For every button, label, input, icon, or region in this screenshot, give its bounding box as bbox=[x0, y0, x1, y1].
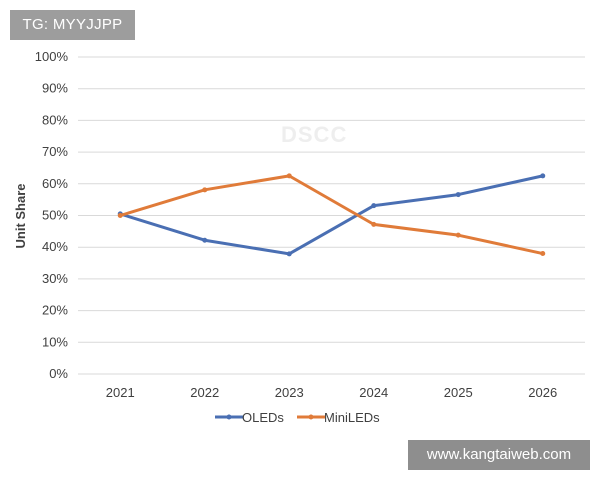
x-tick-label: 2024 bbox=[359, 385, 388, 400]
series-line-oleds bbox=[118, 174, 545, 256]
data-point bbox=[371, 203, 377, 209]
data-point bbox=[202, 187, 208, 193]
y-tick-label: 60% bbox=[42, 176, 68, 191]
y-tick-label: 100% bbox=[35, 49, 69, 64]
y-tick-label: 70% bbox=[42, 144, 68, 159]
y-tick-labels: 0% 10% 20% 30% 40% 50% 60% 70% 80% 90% 100% bbox=[35, 49, 69, 381]
x-tick-label: 2021 bbox=[106, 385, 135, 400]
y-tick-label: 10% bbox=[42, 334, 68, 349]
legend-marker bbox=[226, 414, 232, 420]
legend: OLEDs MiniLEDs bbox=[215, 410, 380, 425]
x-tick-labels: 2021 2022 2023 2024 2025 2026 bbox=[106, 385, 557, 400]
website-badge: www.kangtaiweb.com bbox=[408, 440, 590, 470]
y-tick-label: 20% bbox=[42, 303, 68, 318]
data-point bbox=[455, 192, 461, 198]
dscc-watermark: DSCC bbox=[281, 122, 348, 147]
x-tick-label: 2023 bbox=[275, 385, 304, 400]
y-tick-label: 90% bbox=[42, 81, 68, 96]
tg-badge: TG: MYYJJPP bbox=[10, 10, 135, 40]
x-tick-label: 2025 bbox=[444, 385, 473, 400]
data-point bbox=[540, 173, 546, 179]
data-point bbox=[540, 251, 546, 257]
series-lines bbox=[117, 173, 546, 257]
x-tick-label: 2026 bbox=[528, 385, 557, 400]
y-tick-label: 30% bbox=[42, 271, 68, 286]
data-point bbox=[371, 221, 377, 227]
data-point bbox=[202, 237, 208, 243]
y-tick-label: 50% bbox=[42, 208, 68, 223]
legend-label: OLEDs bbox=[242, 410, 284, 425]
x-tick-label: 2022 bbox=[190, 385, 219, 400]
gridlines bbox=[78, 56, 585, 375]
series-line-minileds bbox=[118, 174, 545, 256]
y-axis-label: Unit Share bbox=[13, 183, 28, 248]
legend-label: MiniLEDs bbox=[324, 410, 380, 425]
y-tick-label: 40% bbox=[42, 239, 68, 254]
data-point bbox=[455, 232, 461, 238]
legend-marker bbox=[308, 414, 314, 420]
data-point bbox=[117, 213, 123, 218]
data-point bbox=[286, 251, 292, 257]
y-tick-label: 80% bbox=[42, 112, 68, 127]
y-tick-label: 0% bbox=[49, 366, 68, 381]
data-point bbox=[286, 173, 292, 179]
